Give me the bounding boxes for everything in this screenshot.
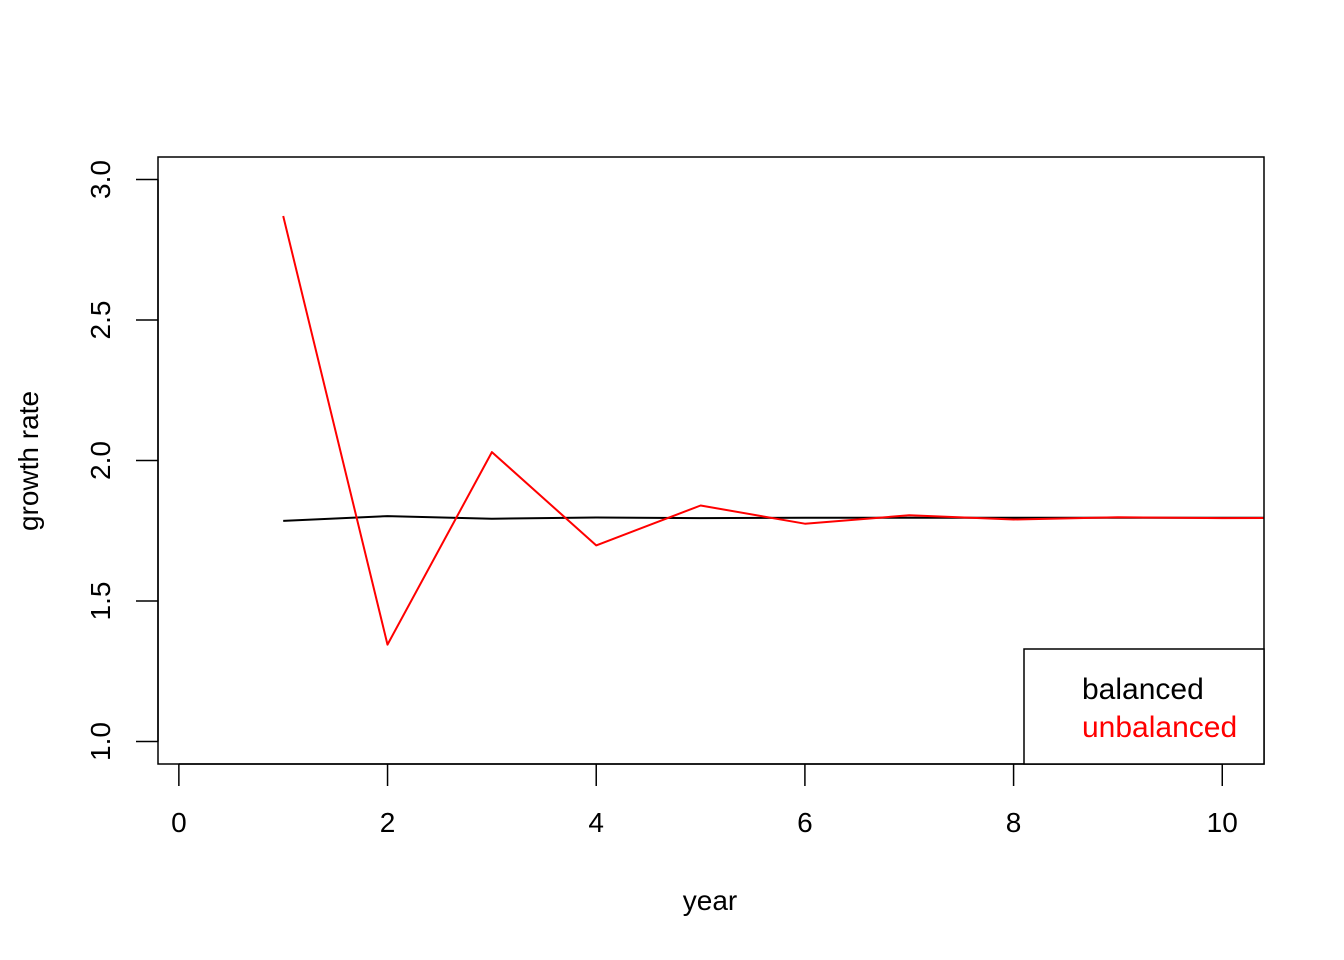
x-tick-label: 4 [588,807,604,838]
y-axis-label: growth rate [13,391,44,531]
x-axis-label: year [683,885,737,916]
y-tick-label: 3.0 [85,160,116,199]
x-tick-label: 6 [797,807,813,838]
y-tick-label: 1.0 [85,722,116,761]
legend: balanced unbalanced [1023,648,1265,765]
series-layer [282,215,1264,646]
legend-entry-unbalanced: unbalanced [1082,711,1237,744]
y-tick-label: 1.5 [85,582,116,621]
x-tick-label: 10 [1207,807,1238,838]
x-tick-label: 0 [171,807,187,838]
legend-box [1023,648,1265,765]
x-tick-label: 2 [380,807,396,838]
y-axis: 1.0 1.5 2.0 2.5 3.0 [85,160,159,761]
x-tick-label: 8 [1006,807,1022,838]
x-axis: 0 2 4 6 8 10 [171,763,1238,838]
series-line-unbalanced [282,215,1264,646]
y-tick-label: 2.5 [85,301,116,340]
y-tick-label: 2.0 [85,441,116,480]
legend-entry-balanced: balanced [1082,673,1204,706]
